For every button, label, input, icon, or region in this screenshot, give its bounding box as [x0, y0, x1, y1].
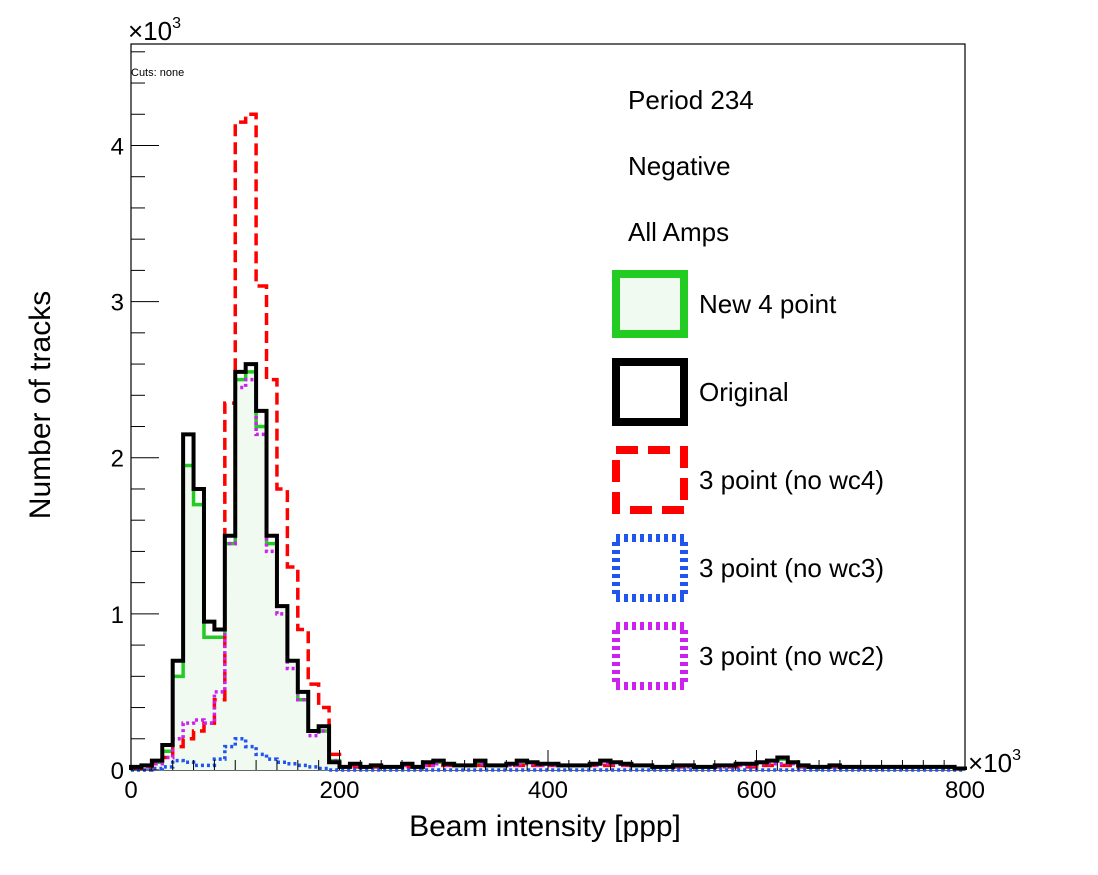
cuts-label: Cuts: none [131, 67, 184, 79]
x-tick-label: 200 [319, 777, 359, 804]
x-tick-label: 600 [736, 777, 776, 804]
y-axis-title: Number of tracks [24, 291, 57, 519]
legend-swatch [612, 446, 688, 514]
legend-label: 3 point (no wc3) [699, 553, 884, 583]
ticks-layer [130, 51, 966, 771]
tick-labels: 0 200 400 600 800 0 1 2 3 4 [111, 133, 985, 804]
legend-label: New 4 point [699, 289, 837, 319]
x-exponent-power: 3 [1012, 747, 1021, 764]
info-line: All Amps [628, 217, 729, 247]
x-exponent-label: ×103 [968, 747, 1021, 778]
legend-label: Original [699, 377, 789, 407]
y-tick-label: 1 [111, 602, 124, 629]
info-line: Negative [628, 151, 731, 181]
x-axis-title: Beam intensity [ppp] [409, 810, 681, 843]
info-line: Period 234 [628, 85, 754, 115]
legend-swatch [612, 534, 688, 602]
x-tick-label: 0 [124, 777, 137, 804]
series-line-3 [131, 737, 965, 772]
legend: New 4 point Original 3 point (no wc4) 3 poi… [612, 270, 884, 690]
y-tick-label: 0 [111, 758, 124, 785]
y-tick-label: 4 [111, 133, 124, 160]
y-tick-label: 3 [111, 290, 124, 317]
x-tick-label: 800 [945, 777, 985, 804]
x-tick-label: 400 [528, 777, 568, 804]
legend-label: 3 point (no wc4) [699, 465, 884, 495]
legend-swatch [612, 358, 688, 426]
info-text: Period 234 Negative All Amps [628, 85, 754, 247]
y-exponent-power: 3 [172, 15, 181, 32]
legend-swatch [612, 622, 688, 690]
series-layer [129, 112, 967, 772]
legend-label: 3 point (no wc2) [699, 641, 884, 671]
legend-swatch [612, 270, 688, 338]
y-tick-label: 2 [111, 446, 124, 473]
y-exponent-label: ×103 [128, 15, 181, 46]
